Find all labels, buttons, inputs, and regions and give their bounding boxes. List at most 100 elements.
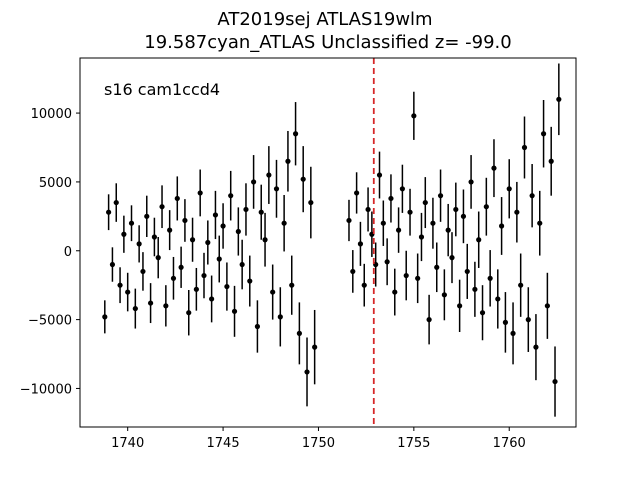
data-point xyxy=(354,190,360,196)
data-point xyxy=(537,220,543,226)
data-point xyxy=(464,268,470,275)
data-point xyxy=(346,217,352,224)
data-point xyxy=(281,220,287,226)
data-point xyxy=(483,204,489,210)
data-point xyxy=(121,231,127,237)
data-point xyxy=(361,282,367,288)
y-tick-label: 0 xyxy=(64,245,72,260)
y-axis: −10000 −5000 0 5000 10000 xyxy=(20,107,80,397)
data-point xyxy=(388,195,394,202)
data-point xyxy=(201,272,207,279)
data-point xyxy=(170,275,177,281)
data-point xyxy=(159,204,165,210)
data-point xyxy=(552,378,558,385)
plot-frame xyxy=(79,57,577,428)
data-point xyxy=(174,195,180,202)
data-point xyxy=(266,172,272,178)
y-tick-label: −5000 xyxy=(28,314,72,329)
data-point xyxy=(163,303,169,309)
x-tick-label: 1740 xyxy=(111,436,144,451)
data-point xyxy=(556,96,562,102)
data-point xyxy=(468,179,474,185)
data-point xyxy=(544,303,550,309)
data-point xyxy=(411,113,417,119)
data-point xyxy=(151,234,157,240)
data-point xyxy=(140,268,146,275)
x-tick-label: 1755 xyxy=(397,436,430,451)
data-point xyxy=(308,199,314,206)
data-point xyxy=(529,193,535,199)
y-tick-label: 10000 xyxy=(31,107,72,122)
data-point xyxy=(437,193,444,199)
data-point xyxy=(415,275,421,281)
data-point xyxy=(487,275,493,281)
data-point xyxy=(102,314,108,320)
data-point xyxy=(155,255,161,261)
data-point xyxy=(472,286,478,292)
data-point xyxy=(254,323,261,330)
chart-title-line2: 19.587cyan_ATLAS Unclassified z= -99.0 xyxy=(144,32,511,53)
data-point xyxy=(243,206,249,213)
x-tick-label: 1760 xyxy=(493,436,526,451)
data-point xyxy=(144,213,150,219)
data-point xyxy=(441,292,447,298)
data-point xyxy=(167,227,173,233)
data-point xyxy=(247,278,253,284)
data-point xyxy=(533,344,539,350)
chart-title-line1: AT2019sej ATLAS19wlm xyxy=(217,9,432,30)
data-point xyxy=(418,234,425,240)
data-point xyxy=(380,220,386,226)
data-marks xyxy=(102,63,562,417)
data-point xyxy=(548,158,554,164)
data-point xyxy=(125,289,131,295)
data-point xyxy=(209,296,215,302)
data-point xyxy=(147,300,154,306)
data-point xyxy=(357,241,364,247)
data-point xyxy=(277,314,283,320)
data-point xyxy=(453,206,459,213)
data-point xyxy=(182,217,188,224)
data-point xyxy=(300,176,306,182)
data-point xyxy=(403,272,409,279)
data-point xyxy=(350,268,356,275)
data-point xyxy=(296,330,302,336)
data-point xyxy=(407,209,413,215)
data-point xyxy=(197,190,203,196)
data-point xyxy=(430,220,436,226)
data-point xyxy=(525,317,531,323)
data-point xyxy=(460,213,467,219)
data-point xyxy=(251,179,257,185)
data-point xyxy=(132,305,138,312)
data-point xyxy=(502,319,509,325)
data-point xyxy=(476,237,482,243)
data-point xyxy=(392,289,398,295)
data-point xyxy=(224,283,230,290)
data-point xyxy=(262,237,268,243)
x-tick-label: 1745 xyxy=(207,436,240,451)
data-point xyxy=(457,303,463,309)
data-point xyxy=(479,310,486,316)
data-point xyxy=(365,206,371,213)
data-point xyxy=(117,282,123,288)
data-point xyxy=(212,212,219,218)
data-point xyxy=(376,172,383,178)
data-point xyxy=(270,289,276,295)
data-point xyxy=(426,317,432,323)
data-point xyxy=(128,220,135,226)
data-point xyxy=(399,186,405,192)
data-point xyxy=(258,209,264,215)
data-point xyxy=(304,369,310,375)
data-point xyxy=(285,158,291,164)
data-point xyxy=(235,228,241,235)
data-point xyxy=(292,131,299,137)
data-point xyxy=(189,237,196,243)
data-point xyxy=(495,296,501,302)
data-point xyxy=(445,227,451,233)
data-point xyxy=(491,165,497,171)
data-point xyxy=(231,308,238,314)
x-axis: 1740 1745 1750 1755 1760 xyxy=(111,427,526,451)
data-point xyxy=(395,227,402,233)
data-point xyxy=(422,199,428,206)
y-tick-label: 5000 xyxy=(39,176,72,191)
